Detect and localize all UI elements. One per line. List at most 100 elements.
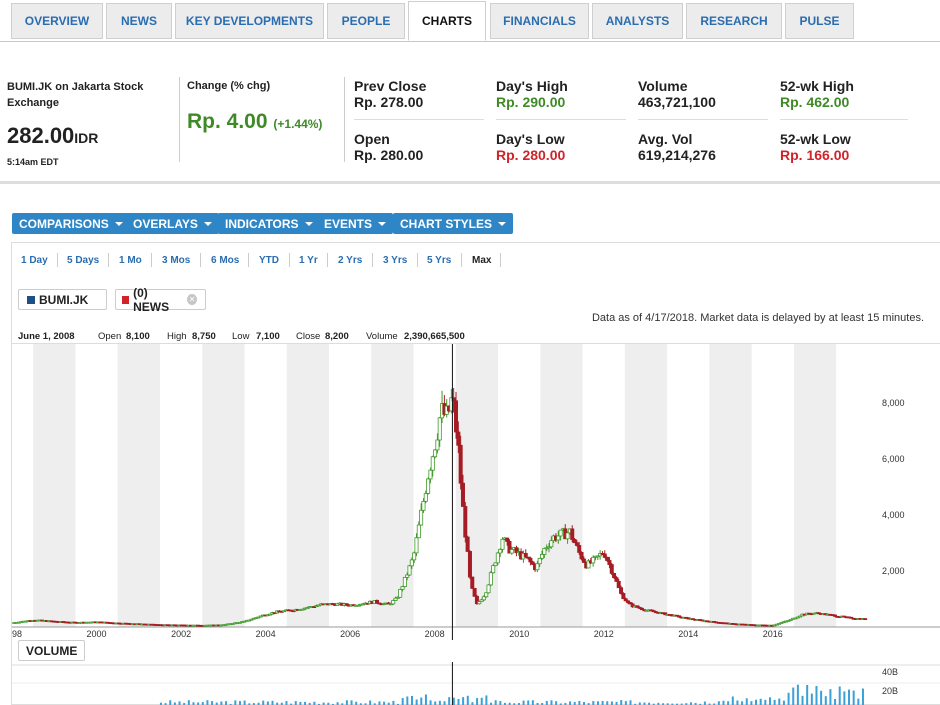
candle	[405, 574, 410, 578]
remove-icon[interactable]: ✕	[187, 294, 197, 305]
candle	[507, 540, 512, 554]
candle	[400, 586, 405, 590]
volume-bar	[601, 700, 604, 705]
change-label: Change (% chg)	[187, 80, 271, 92]
volume-bar	[755, 699, 758, 705]
volume-bar	[610, 701, 613, 705]
comparisons-dropdown[interactable]: COMPARISONS	[12, 213, 130, 234]
indicators-dropdown[interactable]: INDICATORS	[218, 213, 320, 234]
tab-financials[interactable]: FINANCIALS	[490, 3, 589, 39]
candle	[619, 587, 624, 594]
last-price: 282.00IDR	[7, 123, 99, 148]
tab-people[interactable]: PEOPLE	[327, 3, 405, 39]
readout-date: June 1, 2008	[18, 331, 75, 342]
tab-pulse[interactable]: PULSE	[785, 3, 854, 39]
volume-bar	[824, 696, 827, 705]
events-dropdown[interactable]: EVENTS	[317, 213, 394, 234]
range-1-yr[interactable]: 1 Yr	[299, 255, 318, 266]
divider	[108, 253, 109, 267]
range-1-day[interactable]: 1 Day	[21, 255, 48, 266]
quote-header: BUMI.JK on Jakarta Stock Exchange 282.00…	[0, 42, 940, 184]
volume-bar	[401, 698, 404, 705]
tab-charts[interactable]: CHARTS	[408, 1, 486, 41]
volume-bar	[741, 701, 744, 705]
volume-bar	[857, 698, 860, 705]
range-5-yrs[interactable]: 5 Yrs	[427, 255, 452, 266]
volume-bar	[355, 701, 358, 705]
volume-bar	[373, 703, 376, 705]
volume-bar	[238, 701, 241, 705]
volume-bar	[197, 702, 200, 705]
y-tick-label: 2,000	[882, 566, 905, 576]
range-max[interactable]: Max	[472, 255, 492, 266]
stat-prev-close: Prev Close Rp. 278.00	[354, 78, 427, 110]
volume-bar	[541, 703, 544, 705]
range-ytd[interactable]: YTD	[259, 255, 279, 266]
volume-bar	[861, 688, 864, 705]
range-6-mos[interactable]: 6 Mos	[211, 255, 240, 266]
tab-news[interactable]: NEWS	[106, 3, 172, 39]
candle	[479, 599, 484, 603]
volume-bar	[313, 701, 316, 705]
range-5-days[interactable]: 5 Days	[67, 255, 100, 266]
candle	[605, 556, 610, 561]
volume-bar	[164, 703, 167, 705]
candle	[639, 607, 644, 611]
legend-news[interactable]: (0) NEWS ✕	[115, 286, 206, 314]
candle	[477, 601, 482, 605]
volume-bar	[773, 699, 776, 705]
tab-research[interactable]: RESEARCH	[686, 3, 782, 39]
candle	[591, 556, 596, 564]
tab-analysts[interactable]: ANALYSTS	[592, 3, 683, 39]
volume-bar	[387, 702, 390, 705]
volume-bar	[596, 701, 599, 705]
volume-bar	[345, 700, 348, 705]
candle	[581, 558, 586, 563]
candle	[305, 607, 310, 609]
candle	[312, 606, 317, 608]
instrument-name: BUMI.JK on Jakarta Stock Exchange	[7, 81, 144, 109]
legend-symbol[interactable]: BUMI.JK	[18, 289, 107, 310]
readout-open: 8,100	[126, 331, 150, 342]
volume-bar	[429, 700, 432, 705]
range-1-mo[interactable]: 1 Mo	[119, 255, 142, 266]
volume-bar	[201, 702, 204, 705]
volume-bar	[764, 699, 767, 705]
volume-bar	[364, 703, 367, 705]
candle	[628, 602, 633, 605]
volume-bar	[736, 700, 739, 705]
quote-time: 5:14am EDT	[7, 157, 59, 167]
volume-bar	[522, 700, 525, 705]
tab-key-developments[interactable]: KEY DEVELOPMENTS	[175, 3, 324, 39]
volume-bar	[378, 701, 381, 705]
volume-chart[interactable]: 40B 20B	[12, 662, 940, 705]
divider	[327, 253, 328, 267]
volume-bar	[527, 700, 530, 705]
volume-bar	[225, 701, 228, 705]
volume-bar	[731, 696, 734, 705]
range-2-yrs[interactable]: 2 Yrs	[338, 255, 363, 266]
divider	[780, 119, 908, 120]
stat-open: Open Rp. 280.00	[354, 131, 424, 163]
volume-bar	[341, 703, 344, 705]
price-chart[interactable]: 2,000 4,000 6,000 8,000 1998 2000 2002 2004 2006…	[12, 344, 940, 640]
chart-styles-dropdown[interactable]: CHART STYLES	[393, 213, 514, 234]
candle	[786, 620, 791, 622]
tab-overview[interactable]: OVERVIEW	[11, 3, 103, 39]
data-as-of-note: Data as of 4/17/2018. Market data is del…	[591, 312, 924, 324]
volume-bar	[262, 700, 265, 705]
candle	[549, 540, 554, 548]
volume-bar	[573, 702, 576, 705]
volume-label[interactable]: VOLUME	[18, 640, 86, 661]
range-3-mos[interactable]: 3 Mos	[162, 255, 191, 266]
candle	[454, 400, 459, 433]
divider	[200, 253, 201, 267]
range-3-yrs[interactable]: 3 Yrs	[383, 255, 408, 266]
volume-bar	[410, 696, 413, 705]
x-tick-label: 2002	[171, 629, 191, 639]
volume-bar	[583, 702, 586, 705]
overlays-dropdown[interactable]: OVERLAYS	[126, 213, 219, 234]
year-band	[540, 344, 583, 627]
volume-bar	[383, 701, 386, 705]
volume-bar	[782, 700, 785, 705]
